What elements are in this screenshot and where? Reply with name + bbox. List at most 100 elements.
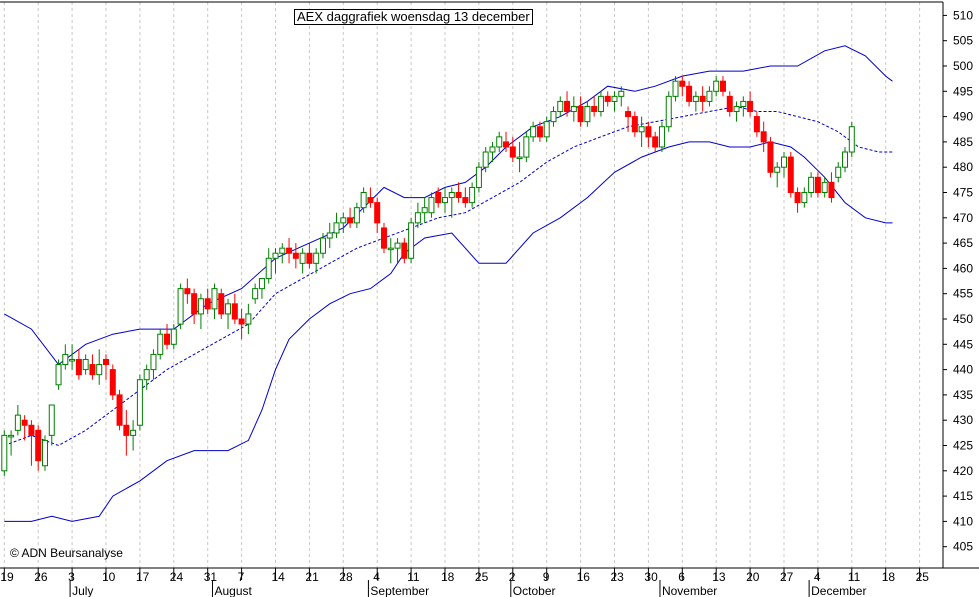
candle-body xyxy=(28,424,35,436)
candle-body xyxy=(821,181,828,194)
candle-body xyxy=(489,146,496,153)
x-tick-label: 18 xyxy=(882,570,896,584)
candle-body xyxy=(164,333,171,345)
candle-body xyxy=(814,176,821,194)
candle-body xyxy=(252,288,259,300)
candle-body xyxy=(238,318,245,325)
y-tick-label: 450 xyxy=(953,312,973,326)
candle-body xyxy=(618,90,625,97)
candle-body xyxy=(753,116,760,133)
candle-body xyxy=(658,126,665,148)
x-tick-label: 17 xyxy=(136,570,150,584)
y-tick-label: 425 xyxy=(953,439,973,453)
candle-body xyxy=(177,288,184,325)
x-tick-label: 11 xyxy=(848,570,861,584)
candle-body xyxy=(170,328,177,345)
y-tick-label: 405 xyxy=(953,540,973,554)
candle-body xyxy=(231,303,238,320)
candle-body xyxy=(408,222,415,259)
candle-body xyxy=(686,85,693,102)
chart-title: AEX daggrafiek woensdag 13 december xyxy=(294,9,533,25)
candle-body xyxy=(258,278,265,290)
y-tick-label: 435 xyxy=(953,388,973,402)
candle-body xyxy=(123,424,130,436)
x-tick-label: 20 xyxy=(746,570,760,584)
candle-body xyxy=(665,95,672,128)
y-tick-label: 480 xyxy=(953,160,973,174)
x-tick-label: 18 xyxy=(441,570,455,584)
candle-body xyxy=(842,151,849,168)
candle-body xyxy=(672,80,679,97)
candle-body xyxy=(706,90,713,102)
candle-body xyxy=(475,166,482,188)
candle-body xyxy=(55,364,62,386)
candle-body xyxy=(62,353,69,366)
candle-body xyxy=(584,105,591,123)
candle-body xyxy=(326,232,333,239)
candle-body xyxy=(130,429,137,436)
candle-body xyxy=(482,151,489,168)
bollinger-middle-line xyxy=(4,105,893,447)
y-tick-label: 445 xyxy=(953,337,973,351)
candle-body xyxy=(543,121,550,138)
bollinger-lower-line xyxy=(4,141,893,522)
candle-body xyxy=(625,111,632,118)
x-tick-label: 2 xyxy=(509,570,516,584)
candle-body xyxy=(374,202,381,224)
candle-body xyxy=(828,181,835,199)
candle-body xyxy=(96,364,103,376)
candle-body xyxy=(35,429,42,462)
candle-body xyxy=(191,293,198,315)
candle-body xyxy=(523,136,530,158)
x-tick-label: 16 xyxy=(577,570,591,584)
candle-body xyxy=(448,192,455,199)
candle-body xyxy=(333,222,340,234)
x-tick-label: 13 xyxy=(712,570,726,584)
candle-body xyxy=(719,80,726,92)
candle-body xyxy=(794,192,801,204)
month-label: October xyxy=(513,584,556,597)
candle-body xyxy=(116,394,123,426)
candle-body xyxy=(530,126,537,138)
candle-body xyxy=(604,95,611,102)
y-tick-label: 415 xyxy=(953,489,973,503)
candle-body xyxy=(319,237,326,254)
y-tick-label: 470 xyxy=(953,211,973,225)
candle-body xyxy=(75,358,82,376)
candle-body xyxy=(367,197,374,204)
y-tick-label: 460 xyxy=(953,261,973,275)
candle-body xyxy=(394,242,401,249)
candle-body xyxy=(265,257,272,280)
candle-body xyxy=(82,358,89,371)
candle-body xyxy=(570,105,577,113)
candle-body xyxy=(292,252,299,259)
candle-body xyxy=(496,136,503,148)
candle-body xyxy=(781,156,787,168)
x-tick-label: 11 xyxy=(407,570,420,584)
candle-body xyxy=(21,419,28,426)
month-label: September xyxy=(370,584,429,597)
candle-body xyxy=(218,293,225,315)
x-tick-label: 31 xyxy=(204,570,218,584)
candle-body xyxy=(835,166,842,178)
candle-body xyxy=(1,434,8,472)
candle-body xyxy=(597,95,604,113)
x-tick-label: 28 xyxy=(339,570,353,584)
candle-body xyxy=(421,207,428,214)
candle-body xyxy=(638,126,645,133)
candle-body xyxy=(848,126,855,153)
x-tick-label: 21 xyxy=(305,570,319,584)
candle-body xyxy=(401,242,408,259)
candle-body xyxy=(577,105,584,123)
candle-body xyxy=(679,80,686,87)
candle-body xyxy=(103,358,109,366)
candle-body xyxy=(733,105,740,113)
y-tick-label: 485 xyxy=(953,135,973,149)
candle-body xyxy=(360,192,367,209)
candle-body xyxy=(41,439,48,467)
candle-body xyxy=(211,288,218,310)
candle-body xyxy=(801,192,808,204)
candle-body xyxy=(787,156,794,193)
